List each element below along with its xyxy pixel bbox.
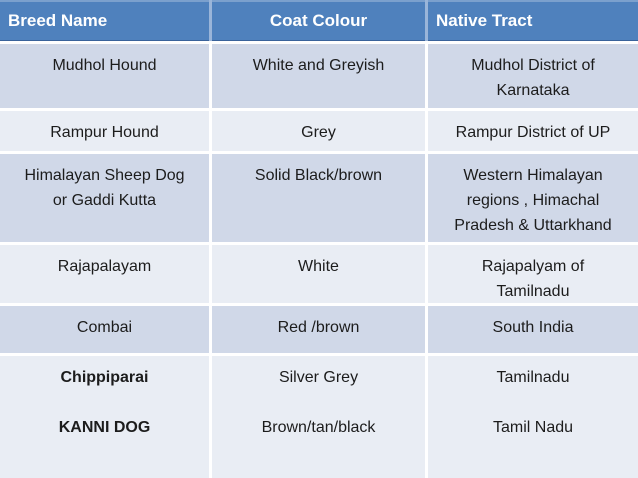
header-native-tract: Native Tract xyxy=(428,0,638,41)
cell-tract: Mudhol District of Karnataka xyxy=(471,57,595,99)
cell-tract: Rampur District of UP xyxy=(455,124,611,141)
cell-tract: Western Himalayan regions , Himachal Pra… xyxy=(454,167,612,234)
table-row-rajapalayam: Rajapalayam White Rajapalyam of Tamilnad… xyxy=(0,245,638,306)
table-header-row: Breed Name Coat Colour Native Tract xyxy=(0,0,638,44)
cell-breed: Himalayan Sheep Dog or Gaddi Kutta xyxy=(0,154,212,242)
cell-coat: Red /brown xyxy=(212,306,428,353)
cell-breed: Chippiparai KANNI DOG xyxy=(0,356,212,478)
cell-coat: Silver Grey Brown/tan/black xyxy=(212,356,428,478)
cell-tract: Tamilnadu Tamil Nadu xyxy=(492,369,574,436)
cell-tract: Rajapalyam of Tamilnadu xyxy=(481,258,585,300)
cell-breed: Rampur Hound xyxy=(0,111,212,151)
table-row-himalayan-sheep-dog: Himalayan Sheep Dog or Gaddi Kutta Solid… xyxy=(0,154,638,245)
cell-coat: Grey xyxy=(212,111,428,151)
cell-coat: Solid Black/brown xyxy=(212,154,428,242)
cell-tract: South India xyxy=(492,319,574,336)
header-breed-name: Breed Name xyxy=(0,0,212,41)
table-row-chippiparai-kanni-dog: Chippiparai KANNI DOG Silver Grey Brown/… xyxy=(0,356,638,478)
table-row-rampur-hound: Rampur Hound Grey Rampur District of UP xyxy=(0,111,638,154)
cell-breed: Mudhol Hound xyxy=(0,44,212,108)
cell-breed: Rajapalayam xyxy=(0,245,212,303)
header-coat-colour: Coat Colour xyxy=(212,0,428,41)
table-row-combai: Combai Red /brown South India xyxy=(0,306,638,356)
table-row-mudhol-hound: Mudhol Hound White and Greyish Mudhol Di… xyxy=(0,44,638,111)
cell-coat: White and Greyish xyxy=(212,44,428,108)
cell-breed: Combai xyxy=(0,306,212,353)
cell-coat: White xyxy=(212,245,428,303)
